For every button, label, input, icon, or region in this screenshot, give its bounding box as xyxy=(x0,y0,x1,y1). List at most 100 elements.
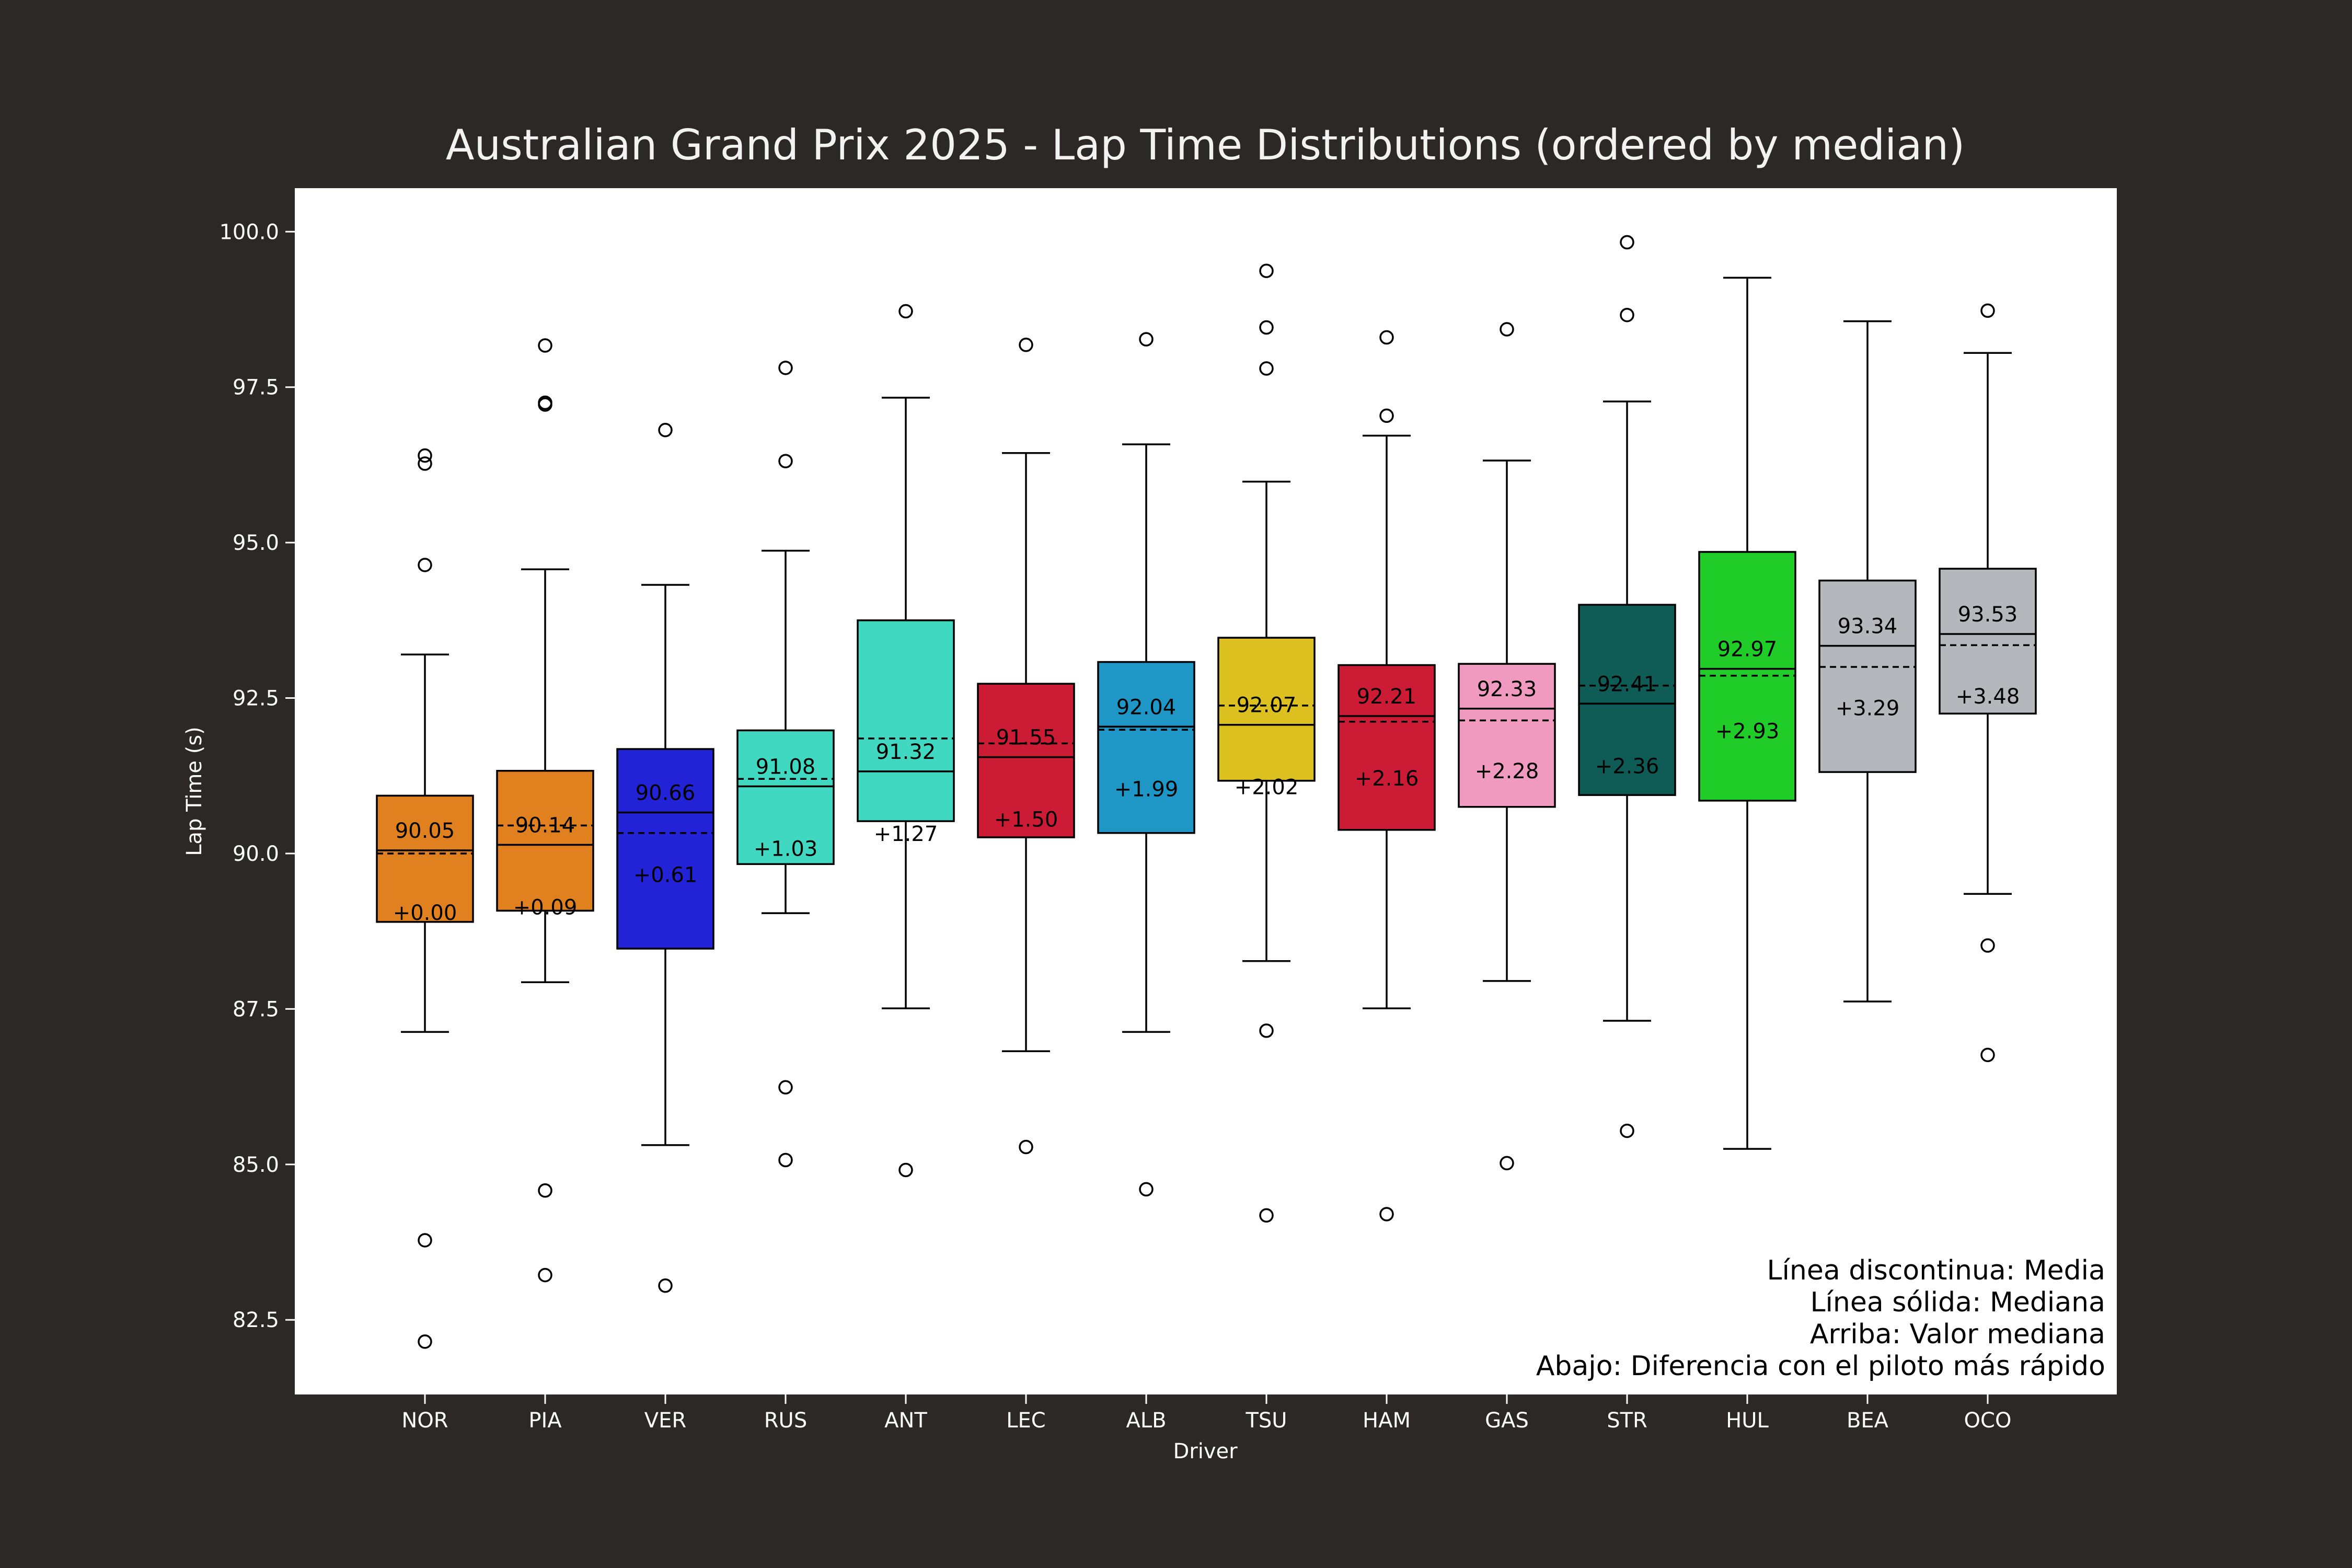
x-tick-label: PIA xyxy=(528,1409,562,1433)
y-axis: 82.5 85.0 87.5 90.0 92.5 95.0 97.5 100.0 xyxy=(219,220,295,1332)
outlier-point xyxy=(418,1233,432,1248)
box-gas: 92.33 +2.28 xyxy=(1458,322,1556,1171)
box-tsu: 92.07 +2.02 xyxy=(1217,263,1316,1223)
outlier-point xyxy=(538,397,552,412)
box-lec: 91.55 +1.50 xyxy=(977,338,1075,1155)
x-tick-label: GAS xyxy=(1485,1409,1529,1433)
gap-value-label: +1.03 xyxy=(754,837,818,861)
gap-value-label: +2.28 xyxy=(1475,759,1539,783)
gap-value-label: +3.48 xyxy=(1956,685,2020,709)
gap-value-label: +1.50 xyxy=(994,808,1058,832)
outlier-point xyxy=(538,1267,552,1283)
outlier-point xyxy=(1019,338,1033,352)
outlier-point xyxy=(1620,235,1634,250)
outlier-point xyxy=(418,456,432,471)
outlier-point xyxy=(418,558,432,572)
x-tick-label: ALB xyxy=(1126,1409,1166,1433)
box-hul: 92.97 +2.93 xyxy=(1698,276,1796,1150)
gap-value-label: +0.09 xyxy=(513,895,578,919)
legend-note: Línea discontinua: Media xyxy=(1767,1255,2105,1286)
box-ant: 91.32 +1.27 xyxy=(857,304,955,1178)
box-iqr xyxy=(857,619,955,822)
outlier-point xyxy=(658,423,673,437)
median-value-label: 92.21 xyxy=(1357,685,1417,709)
box-iqr xyxy=(376,794,474,923)
gap-value-label: +1.27 xyxy=(874,822,938,846)
x-tick-label: OCO xyxy=(1964,1409,2012,1433)
outlier-point xyxy=(658,1278,673,1293)
outlier-point xyxy=(778,1080,793,1095)
legend-note: Línea sólida: Mediana xyxy=(1811,1287,2105,1318)
legend-note: Arriba: Valor mediana xyxy=(1810,1319,2105,1350)
x-tick-label: VER xyxy=(644,1409,686,1433)
outlier-point xyxy=(1500,1156,1514,1171)
x-tick-label: TSU xyxy=(1245,1409,1287,1433)
x-axis: NOR PIA VER RUS ANT LEC ALB TSU HAM GAS STR HUL BEA O… xyxy=(401,1394,2011,1433)
x-axis-label: Driver xyxy=(1173,1439,1238,1463)
y-tick-label: 90.0 xyxy=(233,842,279,866)
outlier-point xyxy=(418,1334,432,1349)
outlier-point xyxy=(1500,322,1514,337)
outlier-point xyxy=(1259,263,1274,278)
median-value-label: 90.66 xyxy=(636,781,696,805)
x-tick-label: ANT xyxy=(884,1409,927,1433)
y-tick-label: 82.5 xyxy=(233,1308,279,1332)
box-iqr xyxy=(1578,604,1676,796)
box-iqr xyxy=(496,769,594,912)
box-nor: 90.05 +0.00 xyxy=(376,448,474,1349)
x-tick-label: STR xyxy=(1607,1409,1647,1433)
box-str: 92.41 +2.36 xyxy=(1578,235,1676,1138)
y-tick-label: 87.5 xyxy=(233,997,279,1021)
box-iqr xyxy=(1097,661,1195,834)
box-oco: 93.53 +3.48 xyxy=(1939,303,2037,1063)
median-value-label: 92.07 xyxy=(1237,694,1297,718)
box-series: 90.05 +0.00 90.14 +0.09 90.66 +0.61 91.08 +1.03… xyxy=(376,235,2037,1349)
box-iqr xyxy=(1458,663,1556,808)
outlier-point xyxy=(778,361,793,375)
outlier-point xyxy=(1980,303,1995,318)
median-value-label: 92.41 xyxy=(1597,672,1657,696)
outlier-point xyxy=(1259,361,1274,376)
outlier-point xyxy=(1620,307,1634,322)
gap-value-label: +1.99 xyxy=(1114,777,1179,801)
box-iqr xyxy=(1939,568,2037,715)
box-bea: 93.34 +3.29 xyxy=(1818,320,1917,1002)
outlier-point xyxy=(1980,938,1995,953)
legend-note: Abajo: Diferencia con el piloto más rápi… xyxy=(1536,1351,2105,1382)
box-ham: 92.21 +2.16 xyxy=(1338,330,1436,1221)
median-value-label: 93.53 xyxy=(1958,603,2018,627)
outlier-point xyxy=(778,1152,793,1168)
y-tick-label: 85.0 xyxy=(233,1153,279,1177)
x-tick-label: BEA xyxy=(1847,1409,1889,1433)
median-value-label: 90.05 xyxy=(395,819,455,843)
box-ver: 90.66 +0.61 xyxy=(616,423,714,1293)
box-iqr xyxy=(1818,579,1917,773)
gap-value-label: +0.61 xyxy=(633,863,698,887)
gap-value-label: +2.02 xyxy=(1235,776,1299,800)
box-iqr xyxy=(1338,664,1436,831)
outlier-point xyxy=(1620,1123,1634,1138)
outlier-point xyxy=(1259,1208,1274,1223)
outlier-point xyxy=(898,304,913,319)
outlier-point xyxy=(418,448,432,463)
box-iqr xyxy=(977,683,1075,838)
median-value-label: 91.08 xyxy=(756,755,816,779)
box-iqr xyxy=(616,748,714,950)
y-tick-label: 95.0 xyxy=(233,531,279,555)
outlier-point xyxy=(1259,320,1274,335)
gap-value-label: +2.36 xyxy=(1595,754,1659,778)
gap-value-label: +3.29 xyxy=(1836,697,1900,721)
gap-value-label: +2.93 xyxy=(1715,720,1780,744)
x-tick-label: LEC xyxy=(1006,1409,1046,1433)
chart-title: Australian Grand Prix 2025 - Lap Time Di… xyxy=(446,121,1965,169)
median-value-label: 91.55 xyxy=(996,726,1056,750)
x-tick-label: HAM xyxy=(1363,1409,1411,1433)
y-tick-label: 100.0 xyxy=(219,220,279,244)
x-tick-label: NOR xyxy=(401,1409,448,1433)
outlier-point xyxy=(1139,1182,1154,1197)
outlier-point xyxy=(538,338,552,353)
y-tick-label: 92.5 xyxy=(233,687,279,711)
median-value-label: 91.32 xyxy=(876,740,936,764)
